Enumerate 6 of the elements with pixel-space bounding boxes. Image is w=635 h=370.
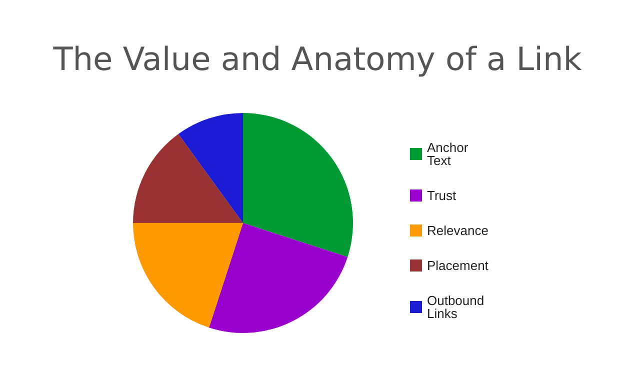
legend-label: Trust [427, 188, 457, 203]
legend-label: Outbound Links [427, 293, 488, 321]
legend-label: Relevance [427, 223, 488, 238]
legend-label: Anchor Text [427, 140, 472, 168]
chart-title: The Value and Anatomy of a Link [52, 40, 582, 78]
legend-label: Placement [427, 258, 489, 273]
